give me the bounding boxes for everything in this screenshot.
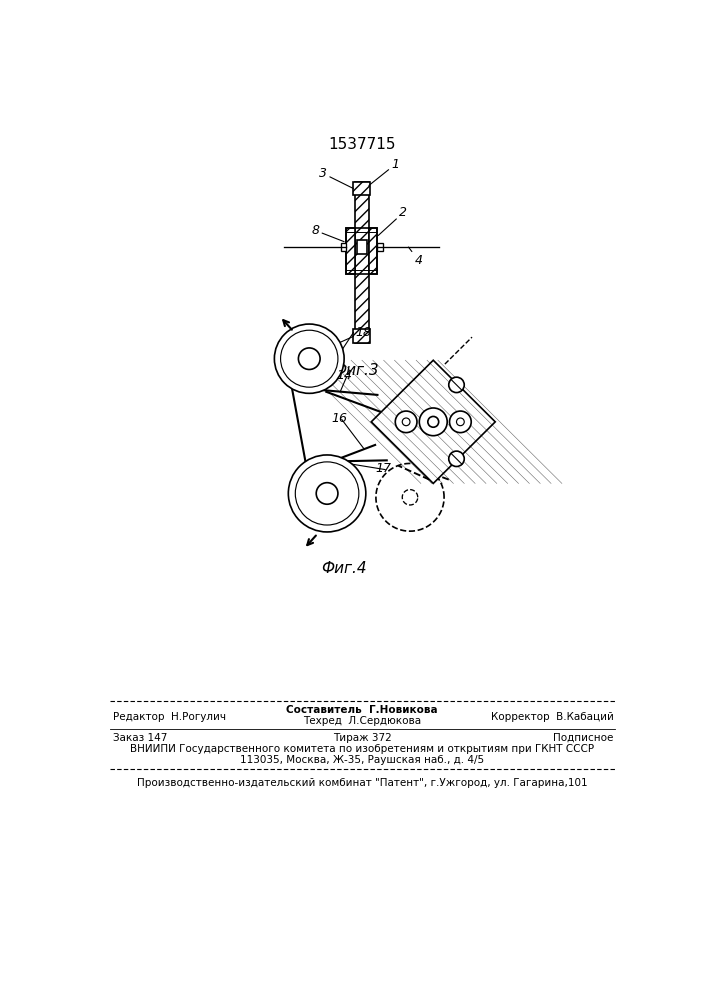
Circle shape	[288, 455, 366, 532]
Bar	[346, 228, 378, 274]
Text: 18: 18	[356, 326, 372, 339]
Text: 3: 3	[323, 336, 354, 355]
Text: 1537715: 1537715	[328, 137, 396, 152]
Text: 4: 4	[409, 247, 423, 267]
Bar	[355, 182, 369, 343]
Text: Фиг.4: Фиг.4	[321, 561, 367, 576]
Bar	[369, 228, 378, 274]
Text: 8: 8	[311, 224, 344, 242]
Text: Заказ 147: Заказ 147	[113, 733, 168, 743]
Bar	[354, 329, 370, 343]
Text: ВНИИПИ Государственного комитета по изобретениям и открытиям при ГКНТ СССР: ВНИИПИ Государственного комитета по изоб…	[130, 744, 594, 754]
Circle shape	[449, 451, 464, 467]
Bar	[341, 243, 346, 251]
Circle shape	[449, 377, 464, 393]
Circle shape	[316, 483, 338, 504]
Text: Тираж 372: Тираж 372	[332, 733, 392, 743]
Circle shape	[402, 418, 410, 426]
Circle shape	[428, 416, 438, 427]
Text: 2: 2	[378, 206, 407, 235]
Text: Корректор  В.Кабаций: Корректор В.Кабаций	[491, 712, 614, 722]
Polygon shape	[371, 360, 495, 483]
Text: Редактор  Н.Рогулич: Редактор Н.Рогулич	[113, 712, 226, 722]
Bar	[354, 182, 370, 195]
Text: Подписное: Подписное	[554, 733, 614, 743]
Text: Фиг.3: Фиг.3	[333, 363, 378, 378]
Text: Составитель  Г.Новикова: Составитель Г.Новикова	[286, 705, 438, 715]
Circle shape	[457, 418, 464, 426]
Text: 3: 3	[319, 167, 354, 189]
Text: 113035, Москва, Ж-35, Раушская наб., д. 4/5: 113035, Москва, Ж-35, Раушская наб., д. …	[240, 755, 484, 765]
Circle shape	[450, 411, 472, 433]
Circle shape	[419, 408, 448, 436]
Circle shape	[274, 324, 344, 393]
Text: 16: 16	[331, 412, 347, 425]
Text: 1: 1	[369, 158, 399, 185]
Bar	[356, 240, 368, 254]
Text: Техред  Л.Сердюкова: Техред Л.Сердюкова	[303, 716, 421, 726]
Circle shape	[395, 411, 417, 433]
Text: Производственно-издательский комбинат "Патент", г.Ужгород, ул. Гагарина,101: Производственно-издательский комбинат "П…	[136, 778, 588, 788]
Bar	[346, 228, 355, 274]
Text: 17: 17	[375, 462, 391, 475]
Text: 14: 14	[337, 369, 352, 382]
Circle shape	[298, 348, 320, 369]
Bar	[378, 243, 383, 251]
